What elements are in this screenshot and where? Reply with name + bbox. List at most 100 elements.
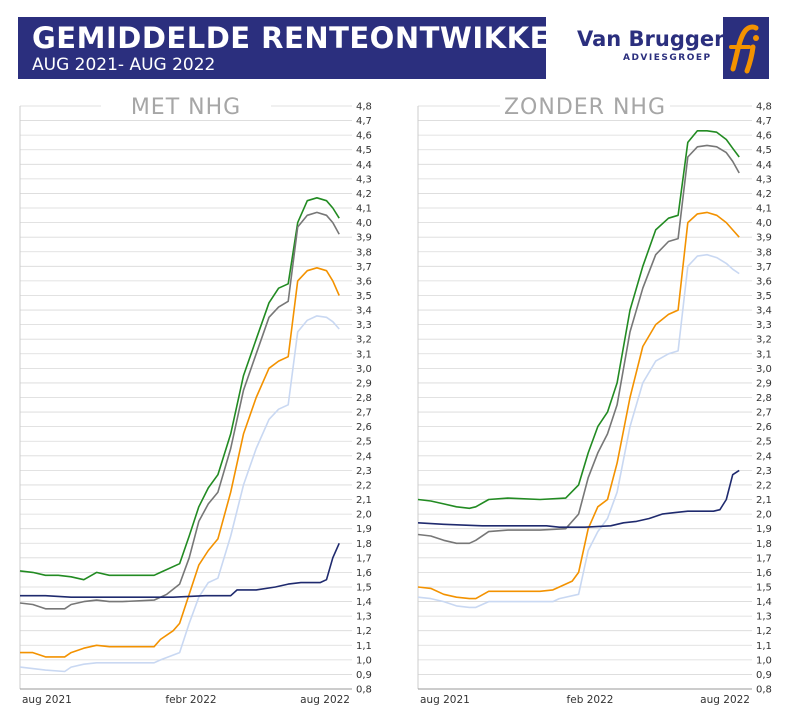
y-tick-label: 2,8 xyxy=(756,393,772,404)
series-line-2 xyxy=(20,266,340,658)
x-tick-label: aug 2021 xyxy=(22,694,72,706)
y-tick-label: 4,2 xyxy=(756,189,772,200)
y-tick-label: 3,0 xyxy=(756,364,772,375)
y-tick-label: 2,6 xyxy=(756,422,772,433)
chart-title-bg xyxy=(101,92,271,118)
y-tick-label: 2,5 xyxy=(356,437,372,448)
y-tick-label: 2,4 xyxy=(356,451,372,462)
series-line-2 xyxy=(417,211,740,600)
y-tick-label: 4,7 xyxy=(356,116,372,127)
y-tick-label: 2,8 xyxy=(356,393,372,404)
y-tick-label: 3,7 xyxy=(356,262,372,273)
title-banner: GEMIDDELDE RENTEONTWIKKELING AUG 2021- A… xyxy=(18,17,629,79)
y-tick-label: 0,9 xyxy=(756,670,772,681)
y-tick-label: 1,2 xyxy=(756,626,772,637)
y-tick-label: 4,3 xyxy=(356,174,372,185)
y-tick-label: 4,1 xyxy=(356,204,372,215)
y-tick-label: 4,0 xyxy=(756,218,772,229)
y-tick-label: 3,2 xyxy=(756,335,772,346)
y-tick-label: 3,0 xyxy=(356,364,372,375)
y-tick-label: 4,8 xyxy=(756,102,772,113)
y-tick-label: 2,0 xyxy=(756,510,772,521)
y-tick-label: 3,8 xyxy=(356,247,372,258)
y-tick-label: 1,5 xyxy=(356,582,372,593)
y-tick-label: 1,0 xyxy=(356,655,372,666)
y-tick-label: 0,8 xyxy=(356,685,372,696)
y-tick-label: 1,0 xyxy=(756,655,772,666)
y-tick-label: 2,7 xyxy=(756,408,772,419)
y-tick-label: 4,0 xyxy=(356,218,372,229)
y-tick-label: 4,2 xyxy=(356,189,372,200)
y-tick-label: 0,8 xyxy=(756,685,772,696)
y-tick-label: 2,9 xyxy=(756,378,772,389)
y-tick-label: 3,3 xyxy=(756,320,772,331)
y-tick-label: 1,3 xyxy=(756,612,772,623)
y-tick-label: 2,6 xyxy=(356,422,372,433)
y-tick-label: 4,6 xyxy=(756,131,772,142)
y-tick-label: 3,2 xyxy=(356,335,372,346)
series-line-4 xyxy=(20,542,340,599)
series-line-0 xyxy=(19,197,340,581)
x-tick-label: feb 2022 xyxy=(567,694,614,706)
x-tick-label: aug 2021 xyxy=(420,694,470,706)
series-line-0 xyxy=(417,130,740,510)
y-tick-label: 2,3 xyxy=(756,466,772,477)
y-tick-label: 4,8 xyxy=(356,102,372,113)
brand-logo: Van Bruggen ADVIESGROEP xyxy=(575,17,771,79)
y-tick-label: 3,3 xyxy=(356,320,372,331)
y-tick-label: 1,1 xyxy=(756,641,772,652)
y-tick-label: 1,7 xyxy=(756,553,772,564)
y-tick-label: 1,8 xyxy=(756,539,772,550)
y-tick-label: 1,9 xyxy=(356,524,372,535)
series-line-1 xyxy=(19,211,340,610)
y-tick-label: 1,6 xyxy=(356,568,372,579)
y-tick-label: 4,4 xyxy=(756,160,772,171)
y-tick-label: 2,5 xyxy=(756,437,772,448)
y-tick-label: 2,2 xyxy=(756,480,772,491)
y-tick-label: 3,7 xyxy=(756,262,772,273)
series-line-1 xyxy=(417,144,740,545)
y-tick-label: 3,9 xyxy=(756,233,772,244)
y-tick-label: 3,4 xyxy=(356,306,372,317)
y-tick-label: 1,5 xyxy=(756,582,772,593)
x-tick-label: aug 2022 xyxy=(300,694,350,706)
y-tick-label: 2,9 xyxy=(356,378,372,389)
logo-mark-icon xyxy=(723,17,769,79)
page-subtitle: AUG 2021- AUG 2022 xyxy=(32,55,216,75)
logo-tagline: ADVIESGROEP xyxy=(623,53,712,63)
y-tick-label: 2,1 xyxy=(756,495,772,506)
y-tick-label: 4,6 xyxy=(356,131,372,142)
y-tick-label: 4,5 xyxy=(756,145,772,156)
y-tick-label: 4,5 xyxy=(356,145,372,156)
page-title: GEMIDDELDE RENTEONTWIKKELING xyxy=(32,21,630,55)
y-tick-label: 2,4 xyxy=(756,451,772,462)
y-tick-label: 3,5 xyxy=(756,291,772,302)
y-tick-label: 1,4 xyxy=(756,597,772,608)
y-tick-label: 1,3 xyxy=(356,612,372,623)
y-tick-label: 3,6 xyxy=(756,276,772,287)
y-tick-label: 3,1 xyxy=(356,349,372,360)
chart-title: MET NHG xyxy=(131,95,241,120)
y-tick-label: 2,0 xyxy=(356,510,372,521)
y-tick-label: 2,2 xyxy=(356,480,372,491)
y-tick-label: 1,7 xyxy=(356,553,372,564)
y-tick-label: 1,2 xyxy=(356,626,372,637)
y-tick-label: 3,6 xyxy=(356,276,372,287)
y-tick-label: 2,7 xyxy=(356,408,372,419)
y-tick-label: 3,8 xyxy=(756,247,772,258)
y-tick-label: 3,1 xyxy=(756,349,772,360)
x-tick-label: febr 2022 xyxy=(165,694,216,706)
y-tick-label: 2,3 xyxy=(356,466,372,477)
series-line-4 xyxy=(417,469,740,529)
y-tick-label: 3,4 xyxy=(756,306,772,317)
y-tick-label: 1,9 xyxy=(756,524,772,535)
y-tick-label: 3,9 xyxy=(356,233,372,244)
y-tick-label: 1,1 xyxy=(356,641,372,652)
y-tick-label: 1,8 xyxy=(356,539,372,550)
y-tick-label: 4,4 xyxy=(356,160,372,171)
y-tick-label: 2,1 xyxy=(356,495,372,506)
y-tick-label: 4,1 xyxy=(756,204,772,215)
series-line-3 xyxy=(19,315,340,673)
